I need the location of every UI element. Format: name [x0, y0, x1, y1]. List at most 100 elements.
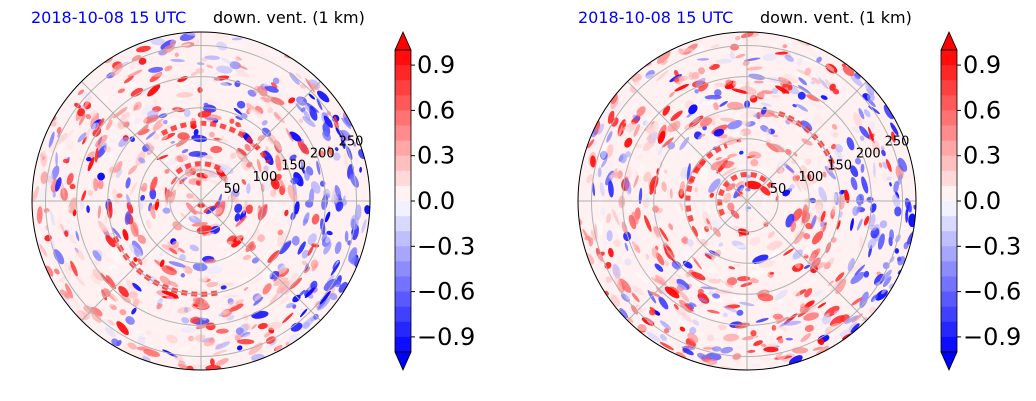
field-blob — [94, 237, 104, 248]
field-blob — [768, 161, 779, 168]
field-blob — [704, 253, 712, 260]
field-blob — [631, 292, 640, 303]
field-blob — [197, 276, 209, 282]
field-blob — [307, 72, 314, 80]
colorbar-level — [941, 80, 957, 96]
field-blob — [183, 356, 199, 360]
field-blob — [263, 165, 269, 173]
field-blob — [308, 270, 318, 280]
colorbar-level — [941, 125, 957, 141]
field-blob — [105, 119, 113, 131]
field-blob — [261, 127, 271, 137]
field-blob — [361, 219, 367, 234]
field-blob — [183, 207, 196, 221]
field-blob — [784, 73, 799, 84]
field-blob — [853, 112, 863, 129]
field-blob — [109, 303, 117, 311]
field-blob — [688, 104, 698, 115]
field-blob — [206, 265, 224, 274]
field-blob — [177, 363, 189, 370]
field-blob — [201, 315, 208, 321]
radial-tick-label: 250 — [885, 135, 910, 150]
field-blob — [771, 94, 781, 98]
field-blob — [645, 253, 650, 260]
field-blob — [631, 211, 639, 225]
field-blob — [153, 133, 160, 140]
field-blob — [613, 239, 621, 247]
field-blob — [301, 249, 310, 259]
field-blob — [204, 55, 221, 60]
field-blob — [235, 69, 250, 78]
field-blob — [587, 139, 595, 149]
field-blob — [203, 171, 215, 178]
field-blob — [735, 263, 741, 267]
field-blob — [835, 278, 847, 295]
field-blob — [867, 126, 875, 144]
field-blob — [56, 126, 62, 134]
field-blob — [138, 57, 147, 65]
field-blob — [727, 153, 737, 158]
field-blob — [727, 202, 735, 212]
field-blob — [317, 150, 325, 157]
field-blob — [742, 60, 750, 66]
colorbar-level — [941, 185, 957, 202]
field-blob — [676, 351, 687, 359]
colorbar-level — [395, 231, 411, 247]
field-blob — [176, 184, 184, 198]
field-blob — [105, 234, 116, 248]
field-blob — [341, 117, 352, 129]
colorbar-tick-label: −0.6 — [417, 278, 475, 306]
radial-tick-label: 200 — [310, 146, 335, 161]
field-blob — [699, 117, 713, 128]
field-blob — [351, 256, 360, 266]
field-blob — [239, 182, 245, 192]
field-blob — [792, 204, 797, 214]
field-blob — [749, 278, 759, 284]
field-blob — [192, 262, 208, 272]
field-blob — [128, 64, 143, 76]
field-blob — [116, 321, 129, 336]
colorbar-level — [941, 95, 957, 111]
field-blob — [759, 185, 771, 196]
title-left: 2018-10-08 15 UTC — [578, 8, 733, 27]
field-blob — [860, 163, 865, 173]
field-blob — [691, 225, 699, 237]
field-blob — [828, 322, 842, 333]
field-blob — [301, 260, 308, 266]
colorbar-extend-max — [394, 31, 412, 51]
field-blob — [814, 73, 823, 81]
field-blob — [299, 308, 308, 318]
field-blob — [51, 165, 60, 180]
field-blob — [290, 322, 303, 332]
field-blob — [237, 287, 252, 297]
field-blob — [158, 186, 164, 197]
field-blob — [308, 106, 318, 121]
field-blob — [642, 120, 649, 127]
field-blob — [775, 352, 783, 358]
field-blob — [236, 123, 242, 128]
field-blob — [763, 346, 779, 353]
field-blob — [698, 297, 708, 303]
field-blob — [719, 100, 728, 107]
field-blob — [195, 67, 205, 74]
field-blob — [245, 204, 254, 214]
field-blob — [766, 329, 785, 336]
field-blob — [838, 240, 847, 247]
field-blob — [127, 342, 137, 350]
field-blob — [800, 333, 812, 343]
field-blob — [241, 179, 247, 185]
colorbar-level — [941, 170, 957, 187]
field-blob — [739, 236, 752, 241]
field-blob — [686, 163, 691, 181]
field-blob — [284, 209, 289, 217]
field-blob — [249, 130, 256, 136]
field-blob — [323, 242, 332, 255]
field-blob — [811, 290, 823, 297]
field-blob — [707, 294, 724, 304]
field-blob — [750, 363, 762, 368]
field-blob — [254, 294, 262, 302]
field-blob — [721, 161, 735, 169]
field-blob — [178, 247, 185, 253]
colorbar-level — [395, 170, 411, 187]
field-blob — [772, 42, 777, 48]
